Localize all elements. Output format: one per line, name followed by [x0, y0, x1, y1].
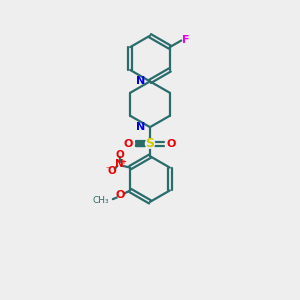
Circle shape [118, 193, 124, 199]
Text: O: O [115, 150, 124, 160]
Text: +: + [120, 159, 126, 165]
Text: F: F [182, 35, 190, 45]
Text: S: S [146, 137, 154, 150]
Text: N: N [136, 122, 145, 132]
Text: O: O [167, 139, 176, 148]
Text: N: N [115, 159, 124, 169]
Text: N: N [136, 76, 145, 86]
Text: ⁻: ⁻ [105, 164, 110, 173]
Text: CH₃: CH₃ [93, 196, 110, 205]
Text: O: O [107, 166, 116, 176]
Circle shape [146, 139, 154, 148]
Text: O: O [124, 139, 133, 148]
Text: O: O [116, 190, 125, 200]
